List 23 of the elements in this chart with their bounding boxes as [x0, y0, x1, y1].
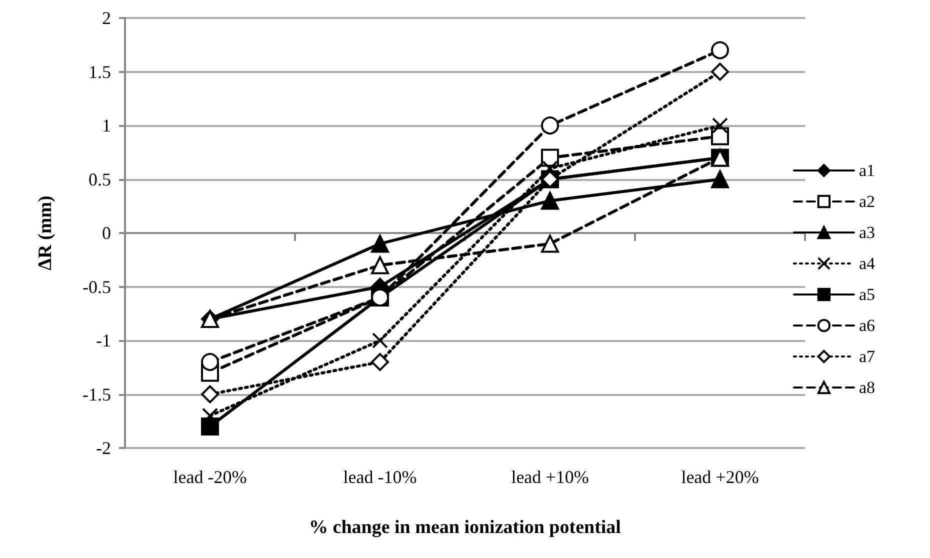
- legend-label: a7: [858, 347, 876, 366]
- y-tick-label: -1: [96, 330, 111, 350]
- legend-label: a2: [858, 192, 875, 211]
- legend-label: a8: [858, 378, 875, 397]
- y-tick-label: 2: [102, 8, 111, 28]
- y-tick-label: 1.5: [88, 62, 111, 82]
- y-tick-label: -0.5: [82, 276, 111, 297]
- y-axis-title: ΔR (mm): [35, 196, 56, 270]
- y-tick-label: 1: [102, 116, 111, 136]
- legend-label: a3: [858, 223, 875, 242]
- x-tick-label: lead +10%: [511, 467, 589, 487]
- x-tick-label: lead -20%: [173, 467, 247, 487]
- legend-label: a1: [858, 161, 875, 180]
- y-tick-label: -1.5: [82, 384, 111, 404]
- x-axis-title: % change in mean ionization potential: [309, 517, 621, 538]
- y-tick-label: -2: [96, 438, 111, 458]
- x-tick-label: lead -10%: [343, 467, 417, 487]
- legend-label: a6: [858, 316, 875, 335]
- legend-label: a5: [858, 285, 875, 304]
- y-tick-label: 0.5: [88, 169, 111, 190]
- y-tick-label: 0: [102, 223, 111, 243]
- legend-label: a4: [858, 254, 876, 273]
- x-tick-label: lead +20%: [681, 467, 759, 487]
